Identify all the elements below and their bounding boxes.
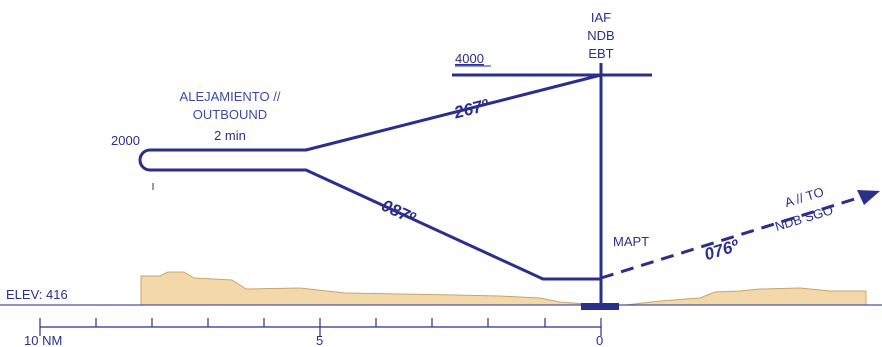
runway-threshold-bar: [581, 303, 619, 310]
missed-approach-course-label: 076º: [702, 236, 741, 265]
scale-label-10nm: 10 NM: [24, 333, 62, 347]
scale-label-5: 5: [316, 333, 323, 347]
distance-scale: [39, 318, 602, 336]
fix-label-ebt: EBT: [588, 46, 613, 61]
scale-label-0: 0: [596, 333, 603, 347]
mapt-label: MAPT: [613, 234, 649, 249]
outbound-note-line3: 2 min: [214, 128, 246, 143]
inbound-leg-path: [150, 168, 601, 281]
procedure-turn-altitude-label: 2000: [111, 133, 140, 148]
fix-label-iaf: IAF: [591, 10, 611, 25]
outbound-note-line2: OUTBOUND: [193, 107, 267, 122]
terrain-profile: [140, 271, 867, 306]
elevation-label: ELEV: 416: [6, 287, 68, 302]
outbound-leg-path: [150, 73, 602, 152]
outbound-course-label: 267º: [451, 95, 491, 122]
missed-approach-path: [600, 196, 859, 280]
missed-approach-arrowhead: [857, 190, 880, 205]
missed-approach-note-line2: NDB SGO: [773, 202, 835, 234]
inbound-course-label: 087º: [379, 196, 419, 228]
procedure-turn-path: [138, 148, 151, 172]
fix-label-ndb: NDB: [587, 28, 614, 43]
iaf-altitude-label: 4000: [455, 51, 484, 66]
outbound-note-line1: ALEJAMIENTO //: [180, 89, 281, 104]
